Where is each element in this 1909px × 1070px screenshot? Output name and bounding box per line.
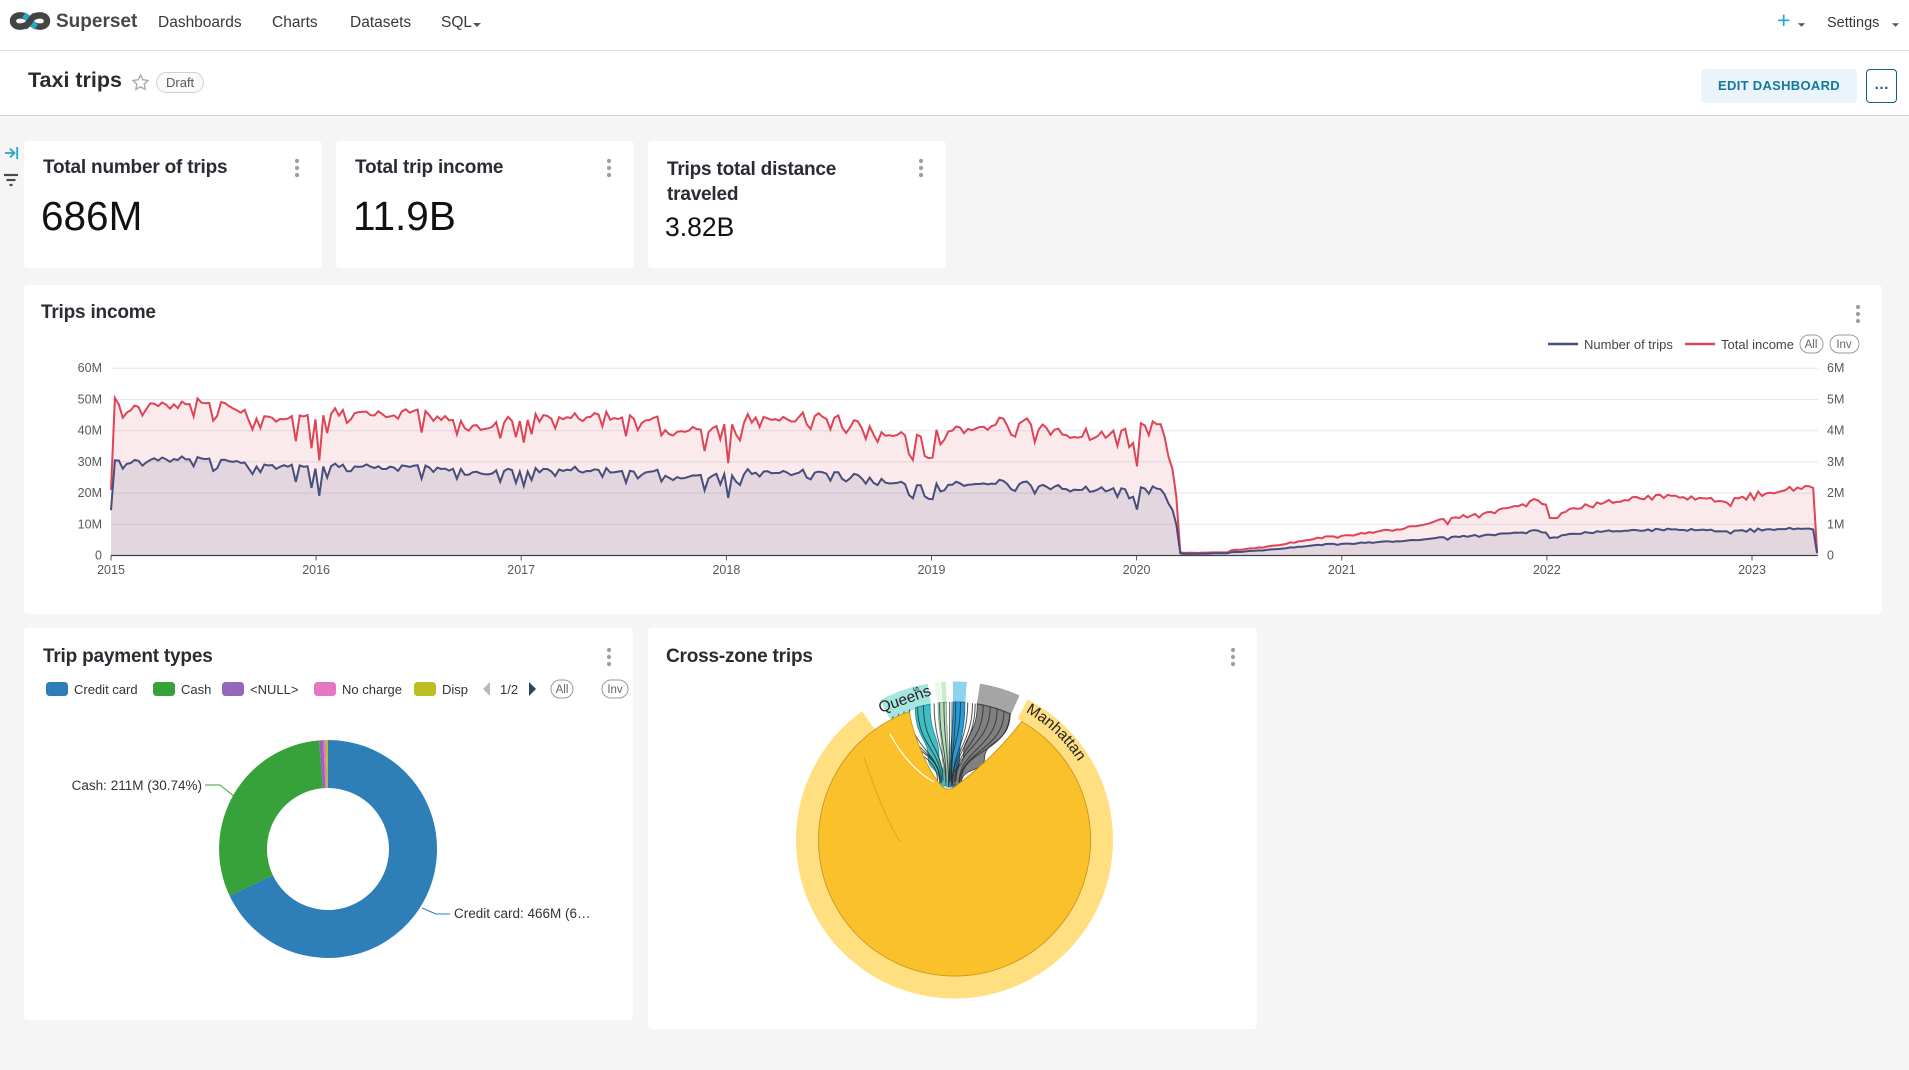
- svg-text:<NULL>: <NULL>: [250, 682, 298, 697]
- svg-text:0: 0: [95, 549, 102, 563]
- svg-text:1M: 1M: [1827, 517, 1844, 531]
- svg-text:2023: 2023: [1738, 563, 1766, 577]
- svg-text:Disp: Disp: [442, 682, 468, 697]
- svg-text:Total income: Total income: [1721, 337, 1794, 352]
- svg-text:2021: 2021: [1328, 563, 1356, 577]
- svg-text:All: All: [1805, 339, 1818, 351]
- svg-text:s: s: [910, 686, 922, 693]
- svg-text:Number of trips: Number of trips: [1584, 337, 1673, 352]
- svg-text:2018: 2018: [712, 563, 740, 577]
- svg-text:0: 0: [1827, 549, 1834, 563]
- svg-text:40M: 40M: [78, 424, 102, 438]
- svg-text:2M: 2M: [1827, 486, 1844, 500]
- svg-text:Inv: Inv: [1836, 339, 1852, 351]
- svg-text:20M: 20M: [78, 486, 102, 500]
- svg-text:Cash: Cash: [181, 682, 211, 697]
- svg-text:50M: 50M: [78, 392, 102, 406]
- svg-text:Credit card: 466M (6…: Credit card: 466M (6…: [454, 906, 591, 921]
- svg-text:2017: 2017: [507, 563, 535, 577]
- svg-text:5M: 5M: [1827, 392, 1844, 406]
- svg-text:Cash: 211M (30.74%): Cash: 211M (30.74%): [72, 778, 202, 793]
- svg-text:30M: 30M: [78, 455, 102, 469]
- svg-text:1/2: 1/2: [500, 682, 518, 697]
- svg-text:Inv: Inv: [607, 684, 623, 696]
- svg-text:4M: 4M: [1827, 424, 1844, 438]
- svg-text:All: All: [556, 684, 569, 696]
- svg-text:2020: 2020: [1123, 563, 1151, 577]
- svg-text:No charge: No charge: [342, 682, 402, 697]
- svg-text:2022: 2022: [1533, 563, 1561, 577]
- svg-text:60M: 60M: [78, 361, 102, 375]
- svg-text:Credit card: Credit card: [74, 682, 138, 697]
- svg-text:6M: 6M: [1827, 361, 1844, 375]
- svg-text:2016: 2016: [302, 563, 330, 577]
- svg-text:2015: 2015: [97, 563, 125, 577]
- svg-text:10M: 10M: [78, 517, 102, 531]
- svg-text:3M: 3M: [1827, 455, 1844, 469]
- svg-text:2019: 2019: [918, 563, 946, 577]
